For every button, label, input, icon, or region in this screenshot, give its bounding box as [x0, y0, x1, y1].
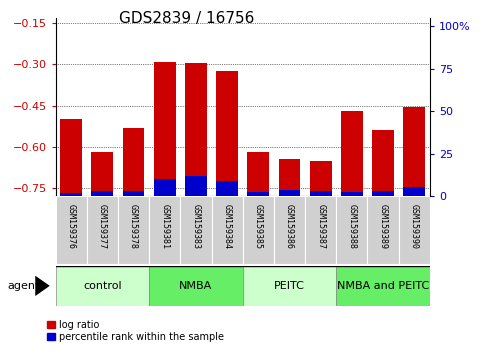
Text: NMBA: NMBA: [179, 281, 213, 291]
Text: GSM159390: GSM159390: [410, 204, 419, 249]
Text: GSM159376: GSM159376: [67, 204, 76, 249]
Bar: [91, 153, 113, 196]
Bar: [336, 196, 368, 264]
Text: GSM159381: GSM159381: [160, 204, 169, 249]
Bar: [60, 193, 82, 196]
Bar: [274, 196, 305, 264]
Bar: [398, 196, 430, 264]
Text: NMBA and PEITC: NMBA and PEITC: [337, 281, 429, 291]
Bar: [336, 266, 430, 306]
Bar: [216, 181, 238, 196]
Text: GSM159377: GSM159377: [98, 204, 107, 249]
Bar: [180, 196, 212, 264]
Bar: [242, 196, 274, 264]
Text: GSM159384: GSM159384: [223, 204, 232, 249]
Text: GSM159386: GSM159386: [285, 204, 294, 249]
Text: GSM159385: GSM159385: [254, 204, 263, 249]
Bar: [56, 196, 87, 264]
Bar: [216, 72, 238, 196]
Text: GDS2839 / 16756: GDS2839 / 16756: [119, 11, 254, 25]
Text: GSM159389: GSM159389: [379, 204, 387, 249]
Legend: log ratio, percentile rank within the sample: log ratio, percentile rank within the sa…: [43, 316, 228, 346]
Bar: [341, 111, 363, 196]
Bar: [372, 190, 394, 196]
Text: control: control: [83, 281, 122, 291]
Text: PEITC: PEITC: [274, 281, 305, 291]
Bar: [372, 131, 394, 196]
Bar: [149, 196, 180, 264]
Bar: [305, 196, 336, 264]
Bar: [242, 266, 336, 306]
Bar: [279, 190, 300, 196]
Bar: [212, 196, 242, 264]
Bar: [247, 153, 269, 196]
Bar: [368, 196, 398, 264]
Bar: [123, 128, 144, 196]
Bar: [154, 62, 176, 196]
Bar: [91, 190, 113, 196]
Text: GSM159378: GSM159378: [129, 204, 138, 249]
Bar: [403, 107, 425, 196]
Bar: [123, 192, 144, 196]
Bar: [149, 266, 242, 306]
Bar: [185, 63, 207, 196]
Polygon shape: [35, 276, 50, 296]
Text: GSM159383: GSM159383: [191, 204, 200, 249]
Bar: [118, 196, 149, 264]
Text: GSM159387: GSM159387: [316, 204, 325, 249]
Bar: [279, 159, 300, 196]
Bar: [403, 187, 425, 196]
Bar: [185, 176, 207, 196]
Bar: [247, 192, 269, 196]
Text: agent: agent: [7, 281, 40, 291]
Bar: [341, 192, 363, 196]
Bar: [60, 119, 82, 196]
Bar: [87, 196, 118, 264]
Bar: [310, 190, 332, 196]
Bar: [154, 179, 176, 196]
Bar: [310, 161, 332, 196]
Text: GSM159388: GSM159388: [347, 204, 356, 249]
Bar: [56, 266, 149, 306]
